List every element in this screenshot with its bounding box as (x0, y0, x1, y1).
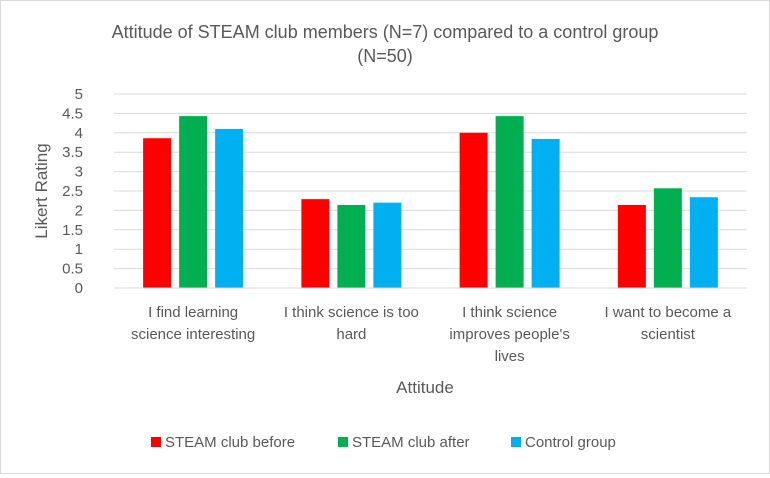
bar (143, 138, 172, 288)
x-category-label: I find learning (148, 304, 238, 321)
x-category-label: hard (336, 326, 366, 343)
x-category-label: lives (495, 348, 525, 365)
y-tick-label: 0.5 (62, 261, 83, 278)
y-tick-label: 4 (75, 125, 83, 142)
bar (337, 204, 366, 288)
y-axis-ticks: 0 0.5 1 1.5 2 2.5 3 3.5 4 4.5 5 (62, 86, 83, 297)
y-tick-label: 2.5 (62, 183, 83, 200)
legend-swatch (151, 437, 161, 447)
legend-label: STEAM club after (352, 434, 470, 451)
y-tick-label: 4.5 (62, 105, 83, 122)
bar (617, 204, 646, 288)
x-category-label: science interesting (131, 326, 255, 343)
legend-label: STEAM club before (165, 434, 295, 451)
bar (179, 116, 208, 288)
legend-swatch (338, 437, 348, 447)
y-tick-label: 0 (75, 280, 83, 297)
bar (459, 132, 488, 288)
bar (689, 197, 718, 288)
x-category-label: improves people's (449, 326, 569, 343)
legend-label: Control group (525, 434, 616, 451)
y-axis-title: Likert Rating (32, 143, 51, 238)
bar (301, 199, 330, 288)
x-category-label: I want to become a (605, 304, 732, 321)
y-tick-label: 1 (75, 241, 83, 258)
y-tick-label: 3.5 (62, 144, 83, 161)
y-tick-label: 3 (75, 164, 83, 181)
bar (495, 116, 524, 288)
x-category-label: scientist (641, 326, 696, 343)
x-category-label: I think science (462, 304, 557, 321)
bars (143, 116, 718, 288)
y-tick-label: 2 (75, 202, 83, 219)
y-tick-label: 5 (75, 86, 83, 103)
x-axis-title: Attitude (396, 378, 454, 397)
bar (653, 188, 682, 288)
gridlines (114, 93, 747, 270)
x-category-label: I think science is too (284, 304, 419, 321)
chart-title-line: (N=50) (357, 46, 413, 66)
bar (215, 128, 244, 288)
x-axis-categories: I find learning science interesting I thin… (131, 304, 732, 365)
bar (373, 202, 402, 288)
bar (531, 139, 560, 288)
chart-title: Attitude of STEAM club members (N=7) com… (112, 22, 659, 66)
legend: STEAM club before STEAM club after Control… (151, 434, 616, 451)
y-tick-label: 1.5 (62, 222, 83, 239)
legend-swatch (511, 437, 521, 447)
chart-title-line: Attitude of STEAM club members (N=7) com… (112, 22, 659, 42)
